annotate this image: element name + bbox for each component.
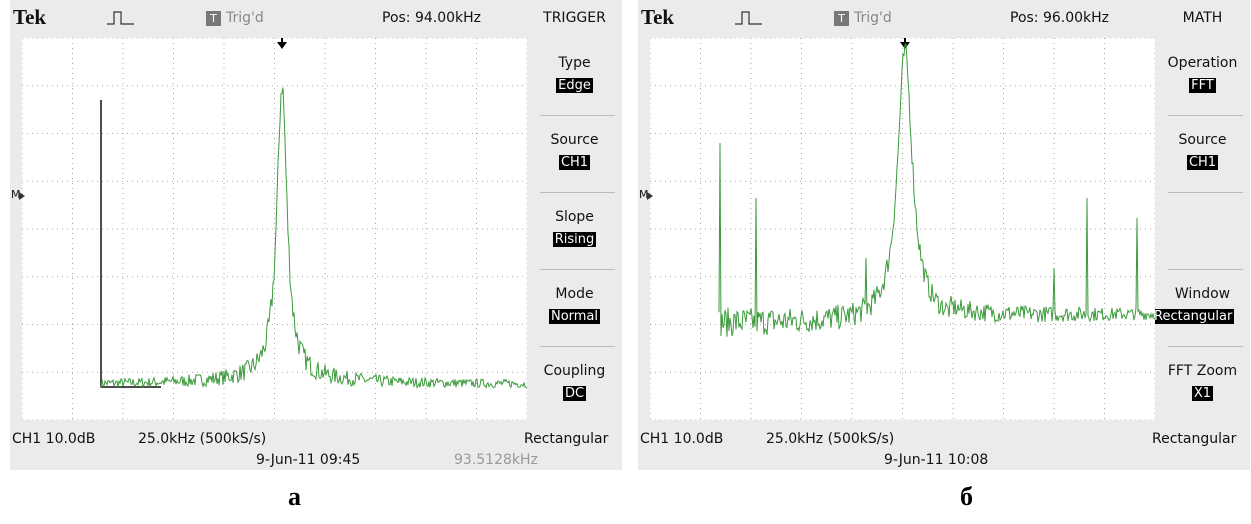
dc-line (100, 100, 161, 388)
menu-value-wrap: Rectangular (1152, 308, 1235, 324)
caption: б (960, 482, 973, 511)
menu-label: Operation (1167, 55, 1238, 71)
position: Pos: 96.00kHz (1010, 10, 1110, 26)
frequency: 93.5128kHz (454, 452, 538, 468)
menu-value-wrap: CH1 (527, 154, 622, 170)
timebase: 25.0kHz (500kS/s) (138, 431, 267, 447)
caption: а (288, 482, 301, 511)
menu-value: Normal (548, 309, 601, 324)
screen (22, 38, 527, 420)
brand: Tek (641, 5, 675, 29)
menu-value: FFT (1189, 78, 1216, 93)
datetime: 9-Jun-11 09:45 (256, 452, 361, 468)
marker-arrow (19, 192, 25, 200)
menu-value-wrap: DC (527, 385, 622, 401)
menu-label: Coupling (543, 363, 606, 379)
menu-value: DC (562, 386, 587, 401)
menu-value-wrap: CH1 (1155, 154, 1250, 170)
menu-separator (1168, 115, 1243, 116)
menu-separator (1168, 269, 1243, 270)
brand: Tek (13, 5, 47, 29)
menu-label: Source (550, 132, 599, 148)
pulse-icon (735, 11, 762, 25)
menu-label: Window (1174, 286, 1231, 302)
menu-separator (540, 115, 615, 116)
menu-title: MATH (1182, 10, 1223, 26)
channel: CH1 10.0dB (640, 431, 724, 447)
scope-panel: Tek T Trig'd Pos: 94.00kHz TRIGGER Type Edge So… (10, 0, 622, 470)
menu-separator (1168, 346, 1243, 347)
menu-separator (540, 346, 615, 347)
trigger-status: Trig'd (226, 10, 264, 26)
menu-label: Type (558, 55, 591, 71)
pulse-icon (107, 11, 134, 25)
spectrum-trace (100, 87, 527, 389)
datetime: 9-Jun-11 10:08 (884, 452, 989, 468)
menu-value: X1 (1191, 386, 1214, 401)
menu-value-wrap: X1 (1155, 385, 1250, 401)
menu-value: Rising (552, 232, 597, 247)
menu-value: CH1 (558, 155, 591, 170)
menu-value: CH1 (1186, 155, 1219, 170)
position: Pos: 94.00kHz (382, 10, 482, 26)
arrow (647, 192, 653, 200)
arrow (19, 192, 25, 200)
menu-value-wrap: Edge (527, 77, 622, 93)
window: Rectangular (524, 431, 609, 447)
menu-title: TRIGGER (543, 10, 606, 26)
marker-arrow (647, 192, 653, 200)
menu-value: Edge (556, 78, 593, 93)
window: Rectangular (1152, 431, 1237, 447)
marker: M (11, 188, 21, 201)
channel: CH1 10.0dB (12, 431, 96, 447)
menu-label: Slope (555, 209, 594, 225)
menu-separator (1168, 192, 1243, 193)
trigger-arrow (277, 42, 287, 49)
menu-separator (540, 269, 615, 270)
menu-value: Rectangular (1152, 309, 1235, 324)
pulse-shape (107, 11, 134, 25)
menu-label: FFT Zoom (1167, 363, 1238, 379)
menu-value-wrap: FFT (1155, 77, 1250, 93)
marker: M (639, 188, 649, 201)
menu-separator (540, 192, 615, 193)
menu-value-wrap: Normal (527, 308, 622, 324)
screen (650, 38, 1155, 420)
menu-value-wrap: Rising (527, 231, 622, 247)
spectrum-trace (718, 43, 1155, 337)
trigger-icon: T (206, 11, 221, 26)
scope-panel: Tek T Trig'd Pos: 96.00kHz MATH Operation FFT S… (638, 0, 1250, 470)
timebase: 25.0kHz (500kS/s) (766, 431, 895, 447)
trigger-icon: T (834, 11, 849, 26)
pulse-shape (735, 11, 762, 25)
menu-label: Mode (555, 286, 594, 302)
trigger-status: Trig'd (854, 10, 892, 26)
menu-label: Source (1178, 132, 1227, 148)
